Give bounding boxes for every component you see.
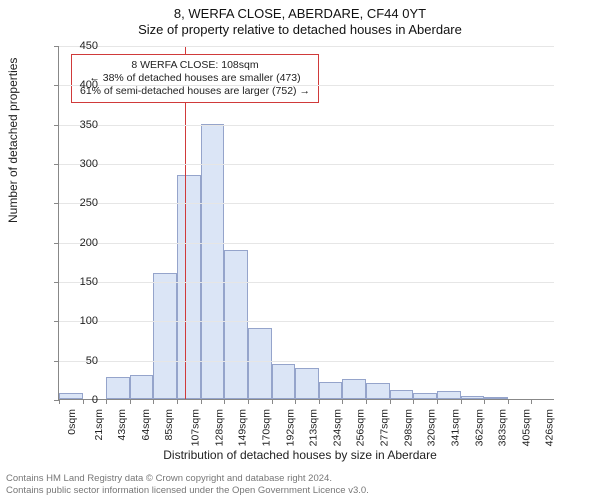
title-line2: Size of property relative to detached ho…	[0, 22, 600, 38]
histogram-bar	[319, 382, 343, 399]
gridline	[59, 125, 554, 126]
xtick-label: 85sqm	[163, 409, 175, 441]
ytick-label: 350	[58, 119, 98, 131]
histogram-bar	[153, 273, 177, 399]
xtick-mark	[106, 399, 107, 404]
xtick-mark	[272, 399, 273, 404]
xtick-label: 256sqm	[355, 409, 367, 446]
xtick-label: 426sqm	[544, 409, 556, 446]
histogram-bar	[484, 397, 508, 399]
ytick-label: 450	[58, 40, 98, 52]
xtick-mark	[484, 399, 485, 404]
gridline	[59, 164, 554, 165]
xtick-label: 43sqm	[116, 409, 128, 441]
histogram-bar	[295, 368, 319, 399]
gridline	[59, 282, 554, 283]
xtick-mark	[366, 399, 367, 404]
histogram-bar	[177, 175, 201, 399]
xtick-label: 213sqm	[308, 409, 320, 446]
ytick-label: 400	[58, 79, 98, 91]
ytick-label: 200	[58, 237, 98, 249]
footer-line2: Contains public sector information licen…	[6, 485, 594, 496]
y-axis-title: Number of detached properties	[6, 58, 20, 223]
annotation-box: 8 WERFA CLOSE: 108sqm← 38% of detached h…	[71, 54, 319, 103]
x-axis-title: Distribution of detached houses by size …	[0, 448, 600, 462]
plot-area: 8 WERFA CLOSE: 108sqm← 38% of detached h…	[58, 46, 554, 400]
histogram-bar	[342, 379, 366, 399]
xtick-mark	[248, 399, 249, 404]
xtick-label: 64sqm	[140, 409, 152, 441]
xtick-mark	[461, 399, 462, 404]
gridline	[59, 46, 554, 47]
histogram-bar	[413, 393, 437, 399]
xtick-label: 383sqm	[497, 409, 509, 446]
xtick-label: 277sqm	[379, 409, 391, 446]
chart-title: 8, WERFA CLOSE, ABERDARE, CF44 0YT Size …	[0, 0, 600, 39]
ytick-label: 250	[58, 197, 98, 209]
title-line1: 8, WERFA CLOSE, ABERDARE, CF44 0YT	[0, 6, 600, 22]
xtick-label: 107sqm	[190, 409, 202, 446]
xtick-label: 21sqm	[92, 409, 104, 441]
xtick-label: 192sqm	[284, 409, 296, 446]
xtick-mark	[224, 399, 225, 404]
gridline	[59, 361, 554, 362]
ytick-label: 50	[58, 355, 98, 367]
footer-line1: Contains HM Land Registry data © Crown c…	[6, 473, 594, 484]
gridline	[59, 321, 554, 322]
xtick-mark	[295, 399, 296, 404]
xtick-mark	[130, 399, 131, 404]
xtick-mark	[390, 399, 391, 404]
annotation-line: ← 38% of detached houses are smaller (47…	[80, 72, 310, 85]
annotation-line: 61% of semi-detached houses are larger (…	[80, 85, 310, 98]
xtick-mark	[413, 399, 414, 404]
histogram-bar	[437, 391, 461, 399]
gridline	[59, 243, 554, 244]
xtick-mark	[437, 399, 438, 404]
ytick-label: 300	[58, 158, 98, 170]
xtick-label: 405sqm	[520, 409, 532, 446]
gridline	[59, 203, 554, 204]
footer-attribution: Contains HM Land Registry data © Crown c…	[6, 473, 594, 496]
xtick-label: 362sqm	[473, 409, 485, 446]
xtick-label: 149sqm	[237, 409, 249, 446]
ytick-label: 100	[58, 315, 98, 327]
xtick-label: 320sqm	[426, 409, 438, 446]
xtick-label: 234sqm	[331, 409, 343, 446]
xtick-mark	[153, 399, 154, 404]
xtick-mark	[319, 399, 320, 404]
histogram-bar	[106, 377, 130, 399]
xtick-mark	[531, 399, 532, 404]
xtick-label: 341sqm	[450, 409, 462, 446]
histogram-bar	[390, 390, 414, 399]
xtick-label: 128sqm	[213, 409, 225, 446]
xtick-mark	[201, 399, 202, 404]
histogram-bar	[248, 328, 272, 399]
histogram-bar	[224, 250, 248, 399]
xtick-label: 170sqm	[261, 409, 273, 446]
ytick-label: 0	[58, 394, 98, 406]
histogram-bar	[366, 383, 390, 399]
ytick-label: 150	[58, 276, 98, 288]
histogram-bar	[461, 396, 485, 399]
xtick-mark	[508, 399, 509, 404]
annotation-line: 8 WERFA CLOSE: 108sqm	[80, 59, 310, 72]
gridline	[59, 85, 554, 86]
histogram-bar	[272, 364, 296, 399]
xtick-mark	[342, 399, 343, 404]
xtick-mark	[177, 399, 178, 404]
histogram-bar	[130, 375, 154, 399]
xtick-label: 0sqm	[66, 409, 78, 435]
xtick-label: 298sqm	[402, 409, 414, 446]
